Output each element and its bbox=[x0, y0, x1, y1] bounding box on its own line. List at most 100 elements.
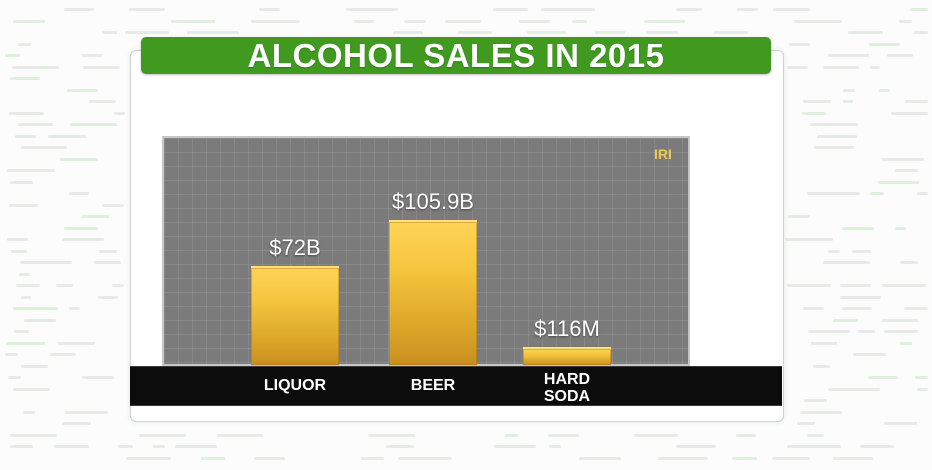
title-bar: ALCOHOL SALES IN 2015 bbox=[141, 37, 771, 74]
ticker-line bbox=[10, 445, 33, 448]
ticker-line bbox=[98, 295, 119, 299]
ticker-line bbox=[731, 456, 757, 460]
ticker-line bbox=[259, 8, 280, 11]
ticker-line bbox=[803, 399, 827, 402]
ticker-line bbox=[787, 284, 831, 287]
ticker-line bbox=[354, 19, 375, 23]
ticker-line bbox=[54, 445, 89, 448]
ticker-line bbox=[832, 456, 874, 460]
ticker-line bbox=[916, 192, 928, 195]
ticker-line bbox=[904, 100, 928, 103]
ticker-line bbox=[10, 249, 28, 253]
ticker-line bbox=[526, 31, 567, 34]
chart-title: ALCOHOL SALES IN 2015 bbox=[247, 36, 665, 74]
ticker-line bbox=[881, 284, 927, 287]
ticker-line bbox=[82, 215, 109, 218]
ticker-line bbox=[62, 238, 105, 241]
ticker-line bbox=[68, 192, 89, 195]
ticker-line bbox=[361, 456, 384, 460]
ticker-line bbox=[64, 8, 95, 11]
ticker-line bbox=[112, 284, 124, 287]
ticker-line bbox=[65, 410, 109, 414]
ticker-line bbox=[21, 295, 32, 299]
ticker-line bbox=[174, 445, 217, 448]
ticker-line bbox=[386, 445, 415, 448]
ticker-line bbox=[18, 123, 54, 126]
ticker-line bbox=[859, 445, 894, 448]
ticker-line bbox=[579, 456, 621, 460]
ticker-line bbox=[547, 433, 579, 437]
ticker-line bbox=[806, 192, 860, 195]
ticker-line bbox=[915, 376, 928, 379]
ticker-line bbox=[20, 146, 68, 149]
ticker-line bbox=[594, 31, 626, 34]
ticker-line bbox=[68, 307, 80, 310]
ticker-line bbox=[345, 8, 399, 11]
ticker-line bbox=[676, 445, 717, 448]
category-axis-band bbox=[130, 366, 782, 406]
ticker-line bbox=[102, 203, 124, 207]
ticker-line bbox=[867, 376, 898, 379]
ticker-line bbox=[138, 433, 186, 437]
ticker-line bbox=[817, 134, 857, 138]
ticker-line bbox=[125, 31, 170, 34]
ticker-line bbox=[4, 54, 21, 57]
ticker-line bbox=[895, 226, 907, 230]
ticker-line bbox=[828, 387, 880, 391]
ticker-line bbox=[841, 226, 874, 230]
ticker-line bbox=[393, 31, 423, 34]
ticker-line bbox=[842, 307, 872, 310]
ticker-line bbox=[253, 456, 286, 460]
ticker-line bbox=[125, 456, 172, 460]
ticker-line bbox=[12, 307, 59, 310]
ticker-line bbox=[201, 456, 225, 460]
ticker-line bbox=[802, 307, 824, 310]
ticker-line bbox=[70, 123, 117, 126]
ticker-line bbox=[809, 123, 858, 126]
ticker-line bbox=[14, 134, 36, 138]
ticker-line bbox=[56, 284, 74, 287]
ticker-line bbox=[118, 445, 134, 448]
ticker-line bbox=[794, 19, 842, 23]
ticker-line bbox=[899, 19, 913, 23]
ticker-line bbox=[82, 65, 121, 69]
data-label-1: $105.9B bbox=[392, 188, 474, 214]
ticker-line bbox=[802, 111, 827, 115]
ticker-line bbox=[187, 31, 240, 34]
bar-1 bbox=[389, 219, 477, 365]
ticker-line bbox=[899, 261, 918, 264]
ticker-line bbox=[773, 8, 811, 11]
ticker-line bbox=[736, 433, 756, 437]
ticker-line bbox=[13, 387, 51, 391]
ticker-line bbox=[23, 318, 56, 322]
ticker-line bbox=[796, 422, 816, 425]
ticker-line bbox=[851, 249, 871, 253]
ticker-line bbox=[633, 433, 679, 437]
data-label-2: $116M bbox=[534, 316, 600, 341]
ticker-line bbox=[713, 31, 749, 34]
ticker-line bbox=[11, 65, 59, 69]
ticker-line bbox=[917, 387, 928, 391]
ticker-line bbox=[519, 19, 550, 23]
ticker-line bbox=[457, 31, 492, 34]
ticker-line bbox=[899, 341, 913, 345]
ticker-line bbox=[6, 238, 28, 241]
ticker-line bbox=[802, 100, 831, 103]
ticker-line bbox=[21, 364, 49, 368]
ticker-line bbox=[251, 19, 301, 23]
ticker-line bbox=[823, 261, 870, 264]
ticker-line bbox=[494, 445, 537, 448]
ticker-line bbox=[843, 88, 855, 92]
ticker-line bbox=[895, 169, 919, 172]
ticker-line bbox=[98, 249, 118, 253]
ticker-line bbox=[128, 8, 166, 11]
ticker-line bbox=[19, 261, 72, 264]
ticker-line bbox=[82, 376, 114, 379]
ticker-line bbox=[737, 8, 759, 11]
ticker-line bbox=[643, 19, 686, 23]
ticker-line bbox=[645, 31, 679, 34]
ticker-line bbox=[811, 341, 837, 345]
ticker-line bbox=[22, 410, 35, 414]
ticker-line bbox=[852, 353, 887, 356]
ticker-line bbox=[910, 8, 928, 11]
